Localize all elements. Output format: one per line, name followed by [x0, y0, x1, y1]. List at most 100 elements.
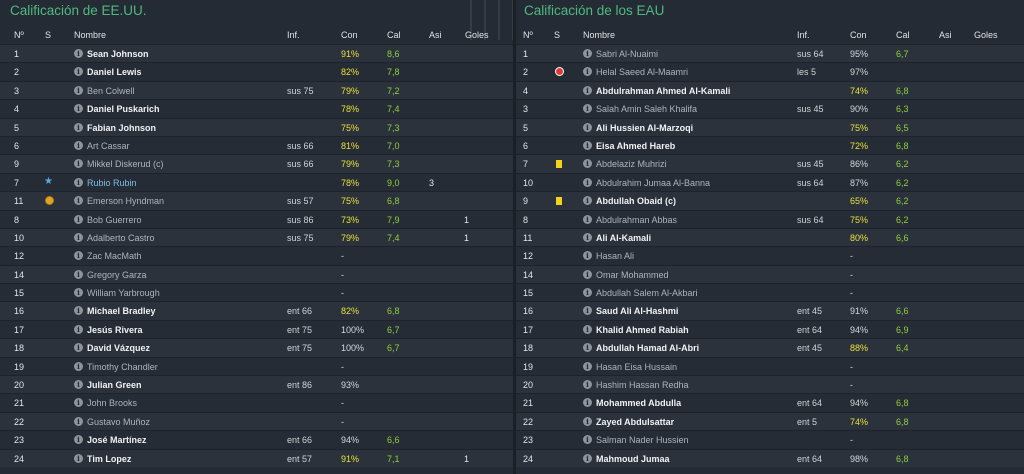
player-info-icon[interactable]: i	[583, 232, 592, 242]
header-cal[interactable]: Cal	[896, 30, 910, 40]
header-asi[interactable]: Asi	[429, 30, 442, 40]
header-name[interactable]: Nombre	[74, 30, 107, 40]
player-info-icon[interactable]: i	[583, 398, 592, 408]
player-info-icon[interactable]: i	[74, 122, 83, 132]
player-row[interactable]: 16 i Saud Ali Al-Hashmi ent 45 91% 6,6	[516, 301, 1024, 320]
player-name[interactable]: Michael Bradley	[87, 306, 156, 317]
player-info-icon[interactable]: i	[74, 398, 83, 408]
player-name[interactable]: Abdullah Salem Al-Akbari	[596, 288, 698, 299]
player-name[interactable]: Helal Saeed Al-Maamri	[596, 67, 689, 78]
player-info-icon[interactable]: i	[583, 159, 592, 169]
player-row[interactable]: 24 i Tim Lopez ent 57 91% 7,1 1	[0, 448, 513, 467]
player-name[interactable]: Rubio Rubin	[87, 177, 137, 188]
player-info-icon[interactable]: i	[74, 177, 83, 187]
player-info-icon[interactable]: i	[74, 49, 83, 58]
player-name[interactable]: Julian Green	[87, 380, 142, 391]
player-name[interactable]: Daniel Lewis	[87, 67, 142, 78]
player-name[interactable]: Abdulrahman Abbas	[596, 214, 678, 225]
player-info-icon[interactable]: i	[74, 196, 83, 206]
header-con[interactable]: Con	[341, 30, 358, 40]
player-info-icon[interactable]: i	[74, 324, 83, 334]
player-info-icon[interactable]: i	[583, 306, 592, 316]
player-row[interactable]: 9 i Abdullah Obaid (c) 65% 6,2	[516, 191, 1024, 210]
player-info-icon[interactable]: i	[583, 269, 592, 279]
header-num[interactable]: Nº	[523, 30, 533, 40]
player-name[interactable]: Khalid Ahmed Rabiah	[596, 324, 689, 335]
player-row[interactable]: 23 i Salman Nader Hussien -	[516, 430, 1024, 449]
player-name[interactable]: Eisa Ahmed Hareb	[596, 140, 676, 151]
player-name[interactable]: Mikkel Diskerud (c)	[87, 159, 164, 170]
player-row[interactable]: 19 i Hasan Eisa Hussain -	[516, 356, 1024, 376]
player-info-icon[interactable]: i	[583, 85, 592, 95]
player-row[interactable]: 5 i Fabian Johnson 75% 7,3	[0, 117, 513, 136]
player-name[interactable]: Bob Guerrero	[87, 214, 142, 225]
player-info-icon[interactable]: i	[583, 104, 592, 114]
player-name[interactable]: John Brooks	[87, 398, 138, 409]
player-row[interactable]: 18 i Abdullah Hamad Al-Abri ent 45 88% 6,4	[516, 338, 1024, 357]
player-name[interactable]: Hashim Hassan Redha	[596, 380, 689, 391]
player-info-icon[interactable]: i	[74, 67, 83, 77]
player-info-icon[interactable]: i	[74, 435, 83, 445]
player-row[interactable]: 18 i David Vázquez ent 75 100% 6,7	[0, 338, 513, 357]
player-name[interactable]: Zac MacMath	[87, 251, 142, 262]
player-info-icon[interactable]: i	[583, 453, 592, 463]
header-name[interactable]: Nombre	[583, 30, 616, 40]
player-info-icon[interactable]: i	[74, 214, 83, 224]
player-row[interactable]: 4 i Abdulrahman Ahmed Al-Kamali 74% 6,8	[516, 80, 1024, 100]
player-info-icon[interactable]: i	[583, 343, 592, 353]
player-info-icon[interactable]: i	[583, 324, 592, 334]
player-info-icon[interactable]: i	[74, 85, 83, 95]
player-row[interactable]: 14 i Omar Mohammed -	[516, 264, 1024, 284]
player-name[interactable]: Sabri Al-Nuaimi	[596, 49, 659, 59]
player-name[interactable]: Salman Nader Hussien	[596, 435, 689, 446]
player-info-icon[interactable]: i	[583, 288, 592, 298]
player-name[interactable]: Adalberto Castro	[87, 232, 155, 243]
player-info-icon[interactable]: i	[583, 435, 592, 445]
player-row[interactable]: 10 i Abdulrahim Jumaa Al-Banna sus 64 87% 6,2	[516, 172, 1024, 192]
player-row[interactable]: 12 i Hasan Ali -	[516, 246, 1024, 265]
player-info-icon[interactable]: i	[74, 288, 83, 298]
header-s[interactable]: S	[45, 30, 52, 40]
player-info-icon[interactable]: i	[583, 177, 592, 187]
header-s[interactable]: S	[554, 30, 561, 40]
player-info-icon[interactable]: i	[74, 453, 83, 463]
player-name[interactable]: Art Cassar	[87, 140, 130, 151]
header-inf[interactable]: Inf.	[287, 30, 300, 40]
player-row[interactable]: 6 i Eisa Ahmed Hareb 72% 6,8	[516, 135, 1024, 155]
player-row[interactable]: 14 i Gregory Garza -	[0, 264, 513, 284]
player-name[interactable]: Jesús Rivera	[87, 324, 143, 335]
player-row[interactable]: 22 i Gustavo Muñoz -	[0, 411, 513, 431]
player-info-icon[interactable]: i	[583, 49, 592, 58]
player-name[interactable]: Gregory Garza	[87, 269, 147, 280]
header-cal[interactable]: Cal	[387, 30, 401, 40]
player-name[interactable]: Fabian Johnson	[87, 122, 157, 133]
player-row[interactable]: 19 i Timothy Chandler -	[0, 356, 513, 376]
player-name[interactable]: Abdullah Hamad Al-Abri	[596, 343, 700, 354]
player-name[interactable]: Mahmoud Jumaa	[596, 453, 670, 464]
player-name[interactable]: Abdulrahim Jumaa Al-Banna	[596, 177, 711, 188]
player-info-icon[interactable]: i	[583, 67, 592, 77]
player-row[interactable]: 10 i Adalberto Castro sus 75 79% 7,4 1	[0, 227, 513, 247]
player-name[interactable]: Timothy Chandler	[87, 361, 158, 372]
player-row[interactable]: 17 i Khalid Ahmed Rabiah ent 64 94% 6,9	[516, 319, 1024, 339]
player-row[interactable]: 3 i Salah Amin Saleh Khalifa sus 45 90% 6,3	[516, 99, 1024, 118]
player-info-icon[interactable]: i	[74, 361, 83, 371]
player-info-icon[interactable]: i	[74, 140, 83, 150]
player-name[interactable]: Mohammed Abdulla	[596, 398, 682, 409]
player-row[interactable]: 7 ★ i Rubio Rubin 78% 9,0 3	[0, 172, 513, 192]
player-row[interactable]: 1 i Sabri Al-Nuaimi sus 64 95% 6,7	[516, 44, 1024, 63]
player-row[interactable]: 3 i Ben Colwell sus 75 79% 7,2	[0, 80, 513, 100]
player-name[interactable]: Ali Hussien Al-Marzoqi	[596, 122, 694, 133]
header-goles[interactable]: Goles	[974, 30, 998, 40]
player-name[interactable]: Abdulrahman Ahmed Al-Kamali	[596, 85, 731, 96]
player-row[interactable]: 24 i Mahmoud Jumaa ent 64 98% 6,8	[516, 448, 1024, 467]
header-asi[interactable]: Asi	[939, 30, 952, 40]
player-row[interactable]: 4 i Daniel Puskarich 78% 7,4	[0, 99, 513, 118]
player-name[interactable]: Salah Amin Saleh Khalifa	[596, 104, 698, 115]
player-info-icon[interactable]: i	[74, 232, 83, 242]
player-info-icon[interactable]: i	[583, 416, 592, 426]
player-info-icon[interactable]: i	[74, 159, 83, 169]
player-name[interactable]: David Vázquez	[87, 343, 151, 354]
player-name[interactable]: Gustavo Muñoz	[87, 416, 151, 427]
player-info-icon[interactable]: i	[583, 140, 592, 150]
